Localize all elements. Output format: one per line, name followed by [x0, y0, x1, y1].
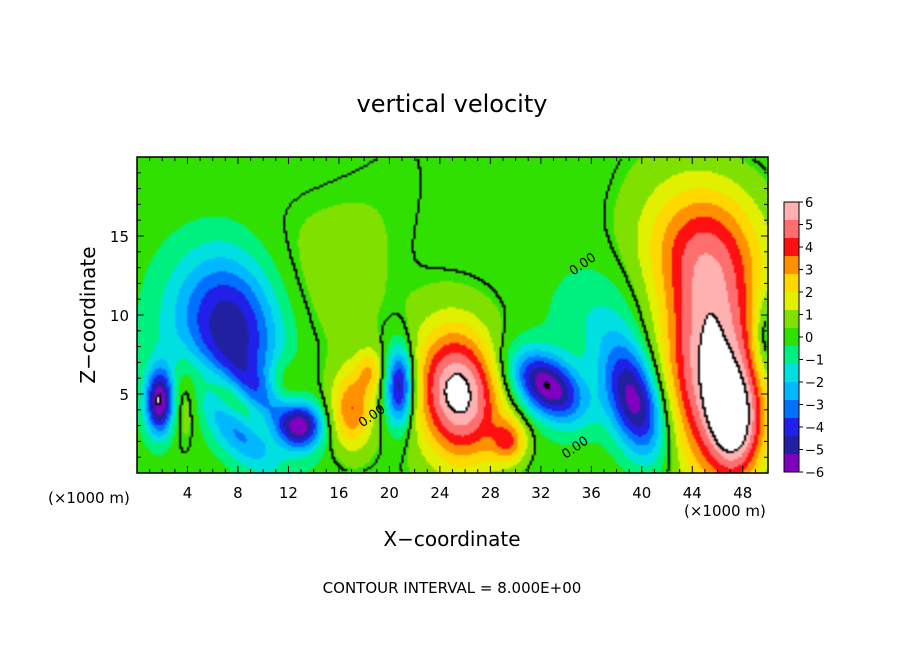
colorbar-tick-label: 0: [805, 331, 813, 346]
x-tick-label: 4: [183, 484, 193, 502]
colorbar-swatch: [784, 220, 799, 239]
chart-title: vertical velocity: [357, 90, 548, 118]
colorbar-tick-label: 4: [805, 241, 813, 256]
contour-interval-footer: CONTOUR INTERVAL = 8.000E+00: [323, 579, 582, 597]
x-tick-label: 32: [531, 484, 550, 502]
y-tick-label: 5: [119, 386, 129, 404]
x-tick-label: 48: [733, 484, 752, 502]
x-tick-label: 36: [582, 484, 601, 502]
y-axis-ticks: 5 10 15: [110, 172, 768, 458]
colorbar-tick-label: −2: [805, 376, 824, 391]
x-tick-label: 8: [233, 484, 243, 502]
colorbar-tick-label: 3: [805, 264, 813, 279]
y-tick-label: 15: [110, 228, 129, 246]
colorbar-swatch: [784, 292, 799, 311]
colorbar-tick-label: −6: [805, 466, 824, 481]
colorbar-swatch: [784, 274, 799, 293]
x-tick-label: 40: [632, 484, 651, 502]
colorbar-swatch: [784, 436, 799, 455]
x-tick-label: 12: [279, 484, 298, 502]
colorbar-tick-label: −4: [805, 421, 824, 436]
colorbar-tick-label: −5: [805, 444, 824, 459]
colorbar-swatch: [784, 256, 799, 275]
velocity-field: [137, 157, 768, 473]
x-tick-label: 28: [481, 484, 500, 502]
colorbar-swatch: [784, 382, 799, 401]
x-axis-ticks: 4 8 12 16 20 24 28 32 36 40 44 48: [149, 157, 756, 502]
colorbar-tick-label: 5: [805, 219, 813, 234]
y-axis-label: Z−coordinate: [76, 246, 100, 383]
x-tick-label: 16: [329, 484, 348, 502]
x-tick-label: 24: [430, 484, 449, 502]
colorbar: [783, 201, 800, 473]
x-unit-left: (×1000 m): [48, 489, 130, 507]
colorbar-swatch: [784, 238, 799, 257]
colorbar-tick-label: 2: [805, 286, 813, 301]
colorbar-tick-label: −1: [805, 354, 824, 369]
x-tick-label: 20: [380, 484, 399, 502]
colorbar-tick-label: 1: [805, 309, 813, 324]
colorbar-swatch: [784, 454, 799, 473]
colorbar-swatch: [784, 346, 799, 365]
colorbar-swatch: [784, 328, 799, 347]
x-axis-label: X−coordinate: [383, 527, 520, 551]
x-unit-right: (×1000 m): [684, 502, 766, 520]
colorbar-swatch: [784, 364, 799, 383]
colorbar-swatch: [784, 418, 799, 437]
colorbar-tick-labels: 6 5 4 3 2 1 0 −1 −2 −3 −4 −5 −6: [799, 196, 824, 481]
colorbar-swatch: [784, 400, 799, 419]
x-tick-label: 44: [683, 484, 702, 502]
colorbar-tick-label: −3: [805, 399, 824, 414]
colorbar-swatch: [784, 202, 799, 221]
colorbar-tick-label: 6: [805, 196, 813, 211]
y-tick-label: 10: [110, 307, 129, 325]
colorbar-swatch: [784, 310, 799, 329]
